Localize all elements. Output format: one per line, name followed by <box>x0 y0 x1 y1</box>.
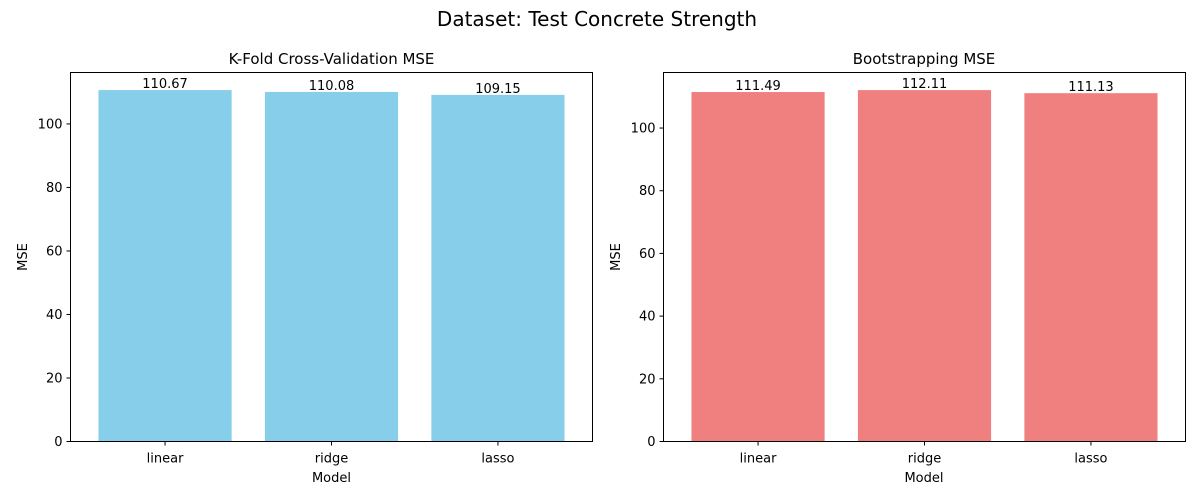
chart-kfold: K-Fold Cross-Validation MSE 110.67 110.08… <box>16 50 593 486</box>
bar-kfold-ridge <box>264 91 399 442</box>
xtick-label-bootstrap-lasso: lasso <box>1074 452 1107 467</box>
xtick-label-kfold-ridge: ridge <box>315 452 348 467</box>
chart-bootstrap-yticks: 0 20 40 60 80 100 <box>631 122 664 450</box>
ytick-label-kfold-20: 20 <box>46 371 63 386</box>
value-label-kfold-ridge: 110.08 <box>309 79 355 94</box>
value-label-kfold-lasso: 109.15 <box>475 82 521 97</box>
bar-bootstrap-lasso <box>1024 93 1158 442</box>
chart-bootstrap-value-labels: 111.49 112.11 111.13 <box>735 77 1113 95</box>
chart-kfold-ylabel: MSE <box>16 243 31 271</box>
ytick-label-bootstrap-80: 80 <box>639 184 656 199</box>
chart-kfold-yticks: 0 20 40 60 80 100 <box>38 117 71 450</box>
chart-bootstrap: Bootstrapping MSE 111.49 112.11 111.13 0 20… <box>609 50 1186 486</box>
xtick-label-bootstrap-linear: linear <box>740 452 777 467</box>
value-label-bootstrap-lasso: 111.13 <box>1068 80 1114 95</box>
chart-kfold-bars <box>98 90 565 442</box>
chart-kfold-value-labels: 110.67 110.08 109.15 <box>142 77 520 97</box>
chart-kfold-xlabel: Model <box>312 471 351 486</box>
chart-bootstrap-title: Bootstrapping MSE <box>853 50 996 68</box>
value-label-bootstrap-linear: 111.49 <box>735 79 781 94</box>
chart-bootstrap-xlabel: Model <box>904 471 943 486</box>
ytick-label-bootstrap-0: 0 <box>647 435 655 450</box>
chart-bootstrap-bars <box>691 90 1158 442</box>
ytick-label-bootstrap-20: 20 <box>639 372 656 387</box>
chart-bootstrap-xticks: linear ridge lasso <box>740 441 1108 467</box>
bar-kfold-linear <box>98 90 232 442</box>
chart-kfold-title: K-Fold Cross-Validation MSE <box>229 50 435 68</box>
ytick-label-bootstrap-40: 40 <box>639 310 656 325</box>
bar-kfold-lasso <box>431 94 565 442</box>
ytick-label-kfold-100: 100 <box>38 117 63 132</box>
ytick-label-kfold-80: 80 <box>46 181 63 196</box>
ytick-label-bootstrap-100: 100 <box>631 122 656 137</box>
chart-bootstrap-ylabel: MSE <box>609 243 624 271</box>
value-label-kfold-linear: 110.67 <box>142 77 188 92</box>
ytick-label-bootstrap-60: 60 <box>639 247 656 262</box>
ytick-label-kfold-60: 60 <box>46 244 63 259</box>
bar-bootstrap-linear <box>691 92 825 442</box>
chart-kfold-xticks: linear ridge lasso <box>147 441 515 467</box>
xtick-label-kfold-linear: linear <box>147 452 184 467</box>
xtick-label-kfold-lasso: lasso <box>481 452 514 467</box>
bar-bootstrap-ridge <box>857 90 992 442</box>
xtick-label-bootstrap-ridge: ridge <box>908 452 941 467</box>
ytick-label-kfold-0: 0 <box>54 435 62 450</box>
value-label-bootstrap-ridge: 112.11 <box>902 77 948 92</box>
ytick-label-kfold-40: 40 <box>46 308 63 323</box>
figure-title: Dataset: Test Concrete Strength <box>437 7 757 31</box>
